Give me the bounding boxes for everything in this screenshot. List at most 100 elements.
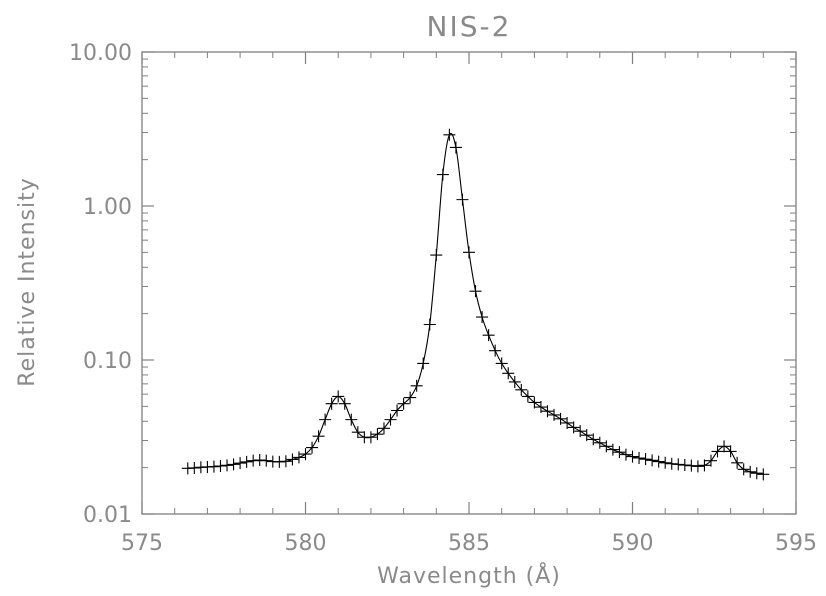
data-point xyxy=(711,445,724,458)
data-point xyxy=(397,397,410,410)
data-point xyxy=(364,431,377,444)
data-point xyxy=(430,249,443,262)
data-point xyxy=(678,459,691,472)
y-tick-label: 1.00 xyxy=(83,195,132,220)
data-point xyxy=(626,450,639,463)
data-point xyxy=(240,455,253,468)
data-point xyxy=(528,396,541,409)
data-point xyxy=(404,391,417,404)
data-point xyxy=(482,329,495,342)
data-point xyxy=(306,441,319,454)
data-point xyxy=(371,428,384,441)
data-point xyxy=(489,344,502,357)
data-point xyxy=(214,459,227,472)
data-points xyxy=(181,128,770,481)
data-point xyxy=(737,463,750,476)
data-point xyxy=(502,367,515,380)
data-point xyxy=(646,454,659,467)
data-point xyxy=(580,429,593,442)
data-point xyxy=(273,455,286,468)
data-point xyxy=(704,454,717,467)
y-tick-label: 10.00 xyxy=(69,41,132,66)
data-point xyxy=(463,246,475,259)
data-point xyxy=(449,141,462,154)
data-point xyxy=(292,451,305,464)
data-point xyxy=(345,413,358,426)
data-point xyxy=(410,379,423,392)
data-point xyxy=(476,311,489,324)
data-point xyxy=(436,168,449,181)
data-point xyxy=(757,468,770,481)
data-point xyxy=(567,421,580,434)
tick-labels: 575 580 585 590 595 0.01 0.10 1.00 10.00 xyxy=(69,41,817,556)
data-point xyxy=(521,390,534,403)
fit-curve-group xyxy=(187,132,764,475)
data-point xyxy=(600,440,613,453)
data-point xyxy=(750,467,763,480)
y-tick-label: 0.10 xyxy=(83,349,132,374)
data-point xyxy=(593,436,606,449)
data-point xyxy=(665,457,678,470)
data-point xyxy=(384,413,397,426)
data-point xyxy=(659,456,672,469)
plot-frame xyxy=(141,51,797,515)
data-point xyxy=(652,455,665,468)
data-point xyxy=(469,285,482,298)
data-point xyxy=(299,448,312,461)
axis-ticks xyxy=(141,51,797,515)
data-point xyxy=(541,405,554,418)
data-point xyxy=(351,426,364,439)
data-point xyxy=(423,318,436,331)
data-point xyxy=(207,460,220,473)
chart-title: NIS-2 xyxy=(427,10,512,43)
plot-border xyxy=(141,51,797,515)
data-point xyxy=(548,408,561,421)
data-point xyxy=(587,433,600,446)
data-point xyxy=(227,458,240,471)
data-point xyxy=(456,193,469,206)
x-tick-label: 580 xyxy=(285,531,327,556)
data-point xyxy=(698,459,711,472)
data-point xyxy=(613,446,626,459)
data-point xyxy=(443,128,456,141)
data-point xyxy=(606,443,619,456)
data-point xyxy=(417,357,430,370)
data-point xyxy=(685,459,698,472)
data-point xyxy=(221,459,234,472)
data-point xyxy=(619,448,632,461)
x-tick-label: 590 xyxy=(612,531,654,556)
data-point xyxy=(515,383,528,396)
data-point xyxy=(253,454,266,467)
data-point xyxy=(260,454,273,467)
data-point xyxy=(286,453,299,466)
y-tick-label: 0.01 xyxy=(83,503,132,528)
data-point xyxy=(279,455,292,468)
data-point xyxy=(534,401,547,414)
x-tick-label: 585 xyxy=(448,531,490,556)
data-point xyxy=(495,357,508,370)
data-point xyxy=(391,404,404,417)
data-point xyxy=(639,453,652,466)
data-point xyxy=(731,456,744,469)
data-point xyxy=(188,461,201,474)
data-point xyxy=(691,460,704,473)
data-point xyxy=(744,465,757,478)
data-point xyxy=(332,390,345,403)
data-point xyxy=(724,445,737,458)
data-point xyxy=(672,458,685,471)
data-point xyxy=(574,425,587,438)
data-point xyxy=(718,440,731,453)
data-point xyxy=(312,430,325,443)
data-point xyxy=(319,413,332,426)
x-axis-label: Wavelength (Å) xyxy=(377,562,561,589)
data-point xyxy=(234,457,247,470)
data-point xyxy=(338,397,351,410)
data-point xyxy=(247,454,260,467)
fit-curve xyxy=(187,132,764,475)
x-tick-label: 595 xyxy=(775,531,817,556)
data-point xyxy=(633,452,646,465)
data-point xyxy=(377,422,390,435)
data-point xyxy=(508,375,521,388)
data-point xyxy=(561,416,574,429)
